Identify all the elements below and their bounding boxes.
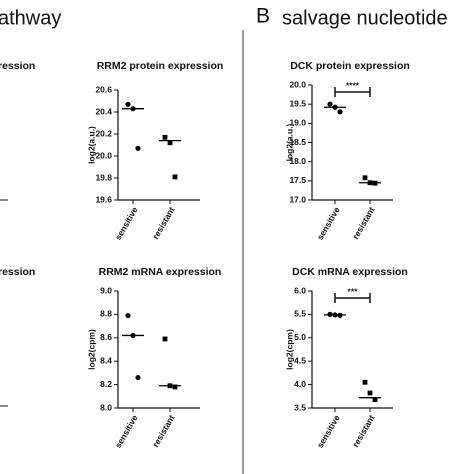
y-tick-label: 20.6 (95, 84, 112, 94)
y-tick-label: 20.4 (95, 106, 112, 116)
point (125, 312, 131, 319)
y-tick-label: 9.0 (100, 285, 112, 295)
y-axis-label: log2(cpm) (284, 329, 294, 370)
y-tick-label: 18.5 (289, 137, 306, 147)
significance: **** (346, 80, 360, 90)
chart-title: RRM2 protein expression (97, 60, 224, 72)
point (135, 374, 141, 381)
y-tick-label: 19.6 (95, 194, 112, 204)
y-axis-label: log2(a.u.) (284, 123, 294, 161)
y-tick-label: 8.4 (100, 355, 112, 365)
y-tick-label: 8.0 (100, 402, 112, 412)
point (135, 145, 141, 151)
point (367, 390, 373, 396)
point (162, 336, 168, 342)
y-tick-label: 5.0 (294, 332, 306, 342)
point (167, 140, 173, 146)
y-tick-label: 6.0 (294, 285, 306, 295)
y-tick-label: 20.0 (289, 79, 306, 89)
y-tick-label: 20.2 (95, 128, 112, 138)
chart-title: DCK mRNA expression (292, 266, 408, 278)
point (362, 175, 368, 181)
point (372, 397, 378, 402)
significance: *** (348, 286, 359, 296)
point (125, 101, 131, 107)
y-tick-label: 8.6 (100, 332, 112, 342)
y-tick-label: 19.8 (95, 172, 112, 182)
panel-label: B (256, 5, 270, 28)
y-axis-label: log2(a.u.) (86, 126, 96, 164)
y-tick-label: 17.5 (289, 175, 306, 185)
y-tick-label: 3.5 (294, 402, 306, 412)
y-tick-label: 8.2 (100, 379, 112, 389)
y-tick-label: 5.5 (294, 309, 306, 319)
y-axis-label: log2(cpm) (86, 329, 96, 370)
chart-title-fragment: ression (0, 266, 35, 278)
chart-title: RRM2 mRNA expression (99, 266, 222, 278)
y-tick-label: 4.5 (294, 355, 306, 365)
point (172, 174, 178, 180)
y-tick-label: 20.0 (95, 150, 112, 160)
y-tick-label: 4.0 (294, 379, 306, 389)
y-tick-label: 19.0 (289, 118, 306, 128)
point (362, 379, 368, 385)
panel-title-fragment: athway (0, 7, 61, 29)
chart-title-fragment: ression (0, 60, 35, 72)
y-tick-label: 18.0 (289, 156, 306, 166)
point (162, 134, 168, 140)
chart-title: DCK protein expression (290, 60, 410, 72)
y-tick-label: 8.8 (100, 309, 112, 319)
y-tick-label: 19.5 (289, 98, 306, 108)
point (337, 109, 343, 115)
point (172, 384, 178, 390)
y-tick-label: 17.0 (289, 194, 306, 204)
panel-title: salvage nucleotide (282, 7, 448, 29)
point (327, 101, 333, 107)
